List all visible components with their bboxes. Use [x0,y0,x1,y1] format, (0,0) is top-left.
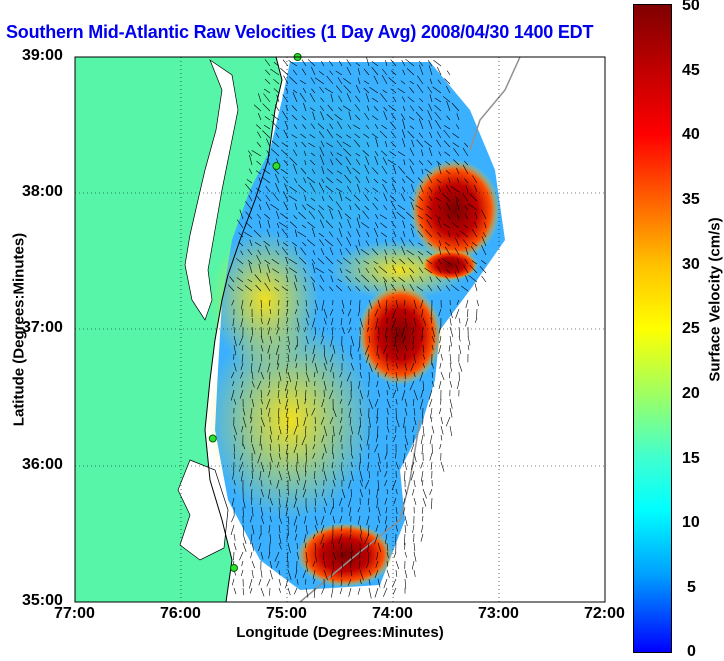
y-tick-label: 37:00 [22,319,63,337]
station-marker [273,163,280,170]
x-axis-label: Longitude (Degrees:Minutes) [75,624,605,641]
colorbar-tick: 10 [682,514,700,532]
station-marker [231,564,238,571]
x-tick-label: 77:00 [54,605,95,623]
x-tick-label: 74:00 [372,605,413,623]
x-tick-label: 76:00 [160,605,201,623]
colorbar-label: Surface Velocity (cm/s) [707,205,724,395]
colorbar-tick: 40 [682,126,700,144]
colorbar-tick: 25 [682,320,700,338]
colorbar-tick: 50 [682,0,700,15]
colorbar [633,4,672,653]
x-tick-label: 73:00 [478,605,519,623]
colorbar-tick: 35 [682,191,700,209]
colorbar-tick: 0 [687,643,696,661]
x-tick-label: 75:00 [266,605,307,623]
colorbar-tick: 45 [682,62,700,80]
colorbar-tick: 30 [682,256,700,274]
colorbar-tick: 20 [682,385,700,403]
station-marker [209,435,216,442]
colorbar-tick: 15 [682,450,700,468]
colorbar-tick: 5 [687,579,696,597]
y-tick-label: 36:00 [22,456,63,474]
y-tick-label: 39:00 [22,47,63,65]
y-tick-label: 38:00 [22,183,63,201]
x-tick-label: 72:00 [584,605,625,623]
